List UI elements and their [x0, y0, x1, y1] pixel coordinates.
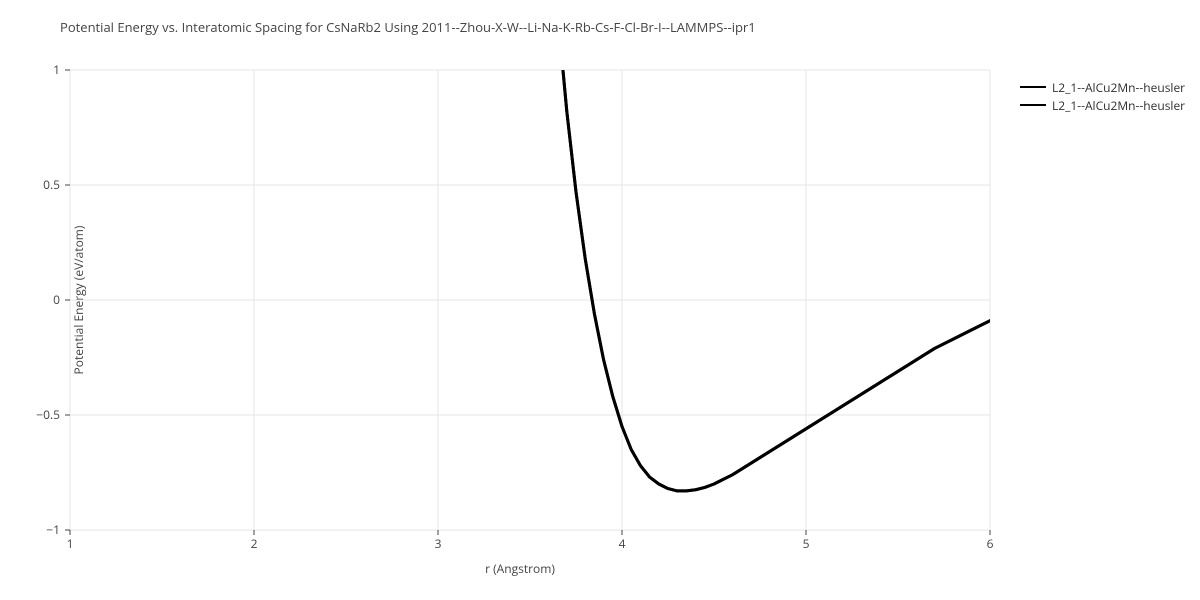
legend-label-1: L2_1--AlCu2Mn--heusler	[1052, 97, 1185, 114]
svg-text:0: 0	[53, 291, 60, 308]
svg-text:2: 2	[251, 535, 258, 552]
svg-text:−0.5: −0.5	[36, 406, 60, 423]
legend-item-0[interactable]: L2_1--AlCu2Mn--heusler	[1020, 78, 1185, 96]
svg-text:6: 6	[987, 535, 994, 552]
svg-text:1: 1	[53, 61, 60, 78]
chart-title: Potential Energy vs. Interatomic Spacing…	[60, 18, 756, 36]
svg-text:−1: −1	[46, 521, 60, 538]
legend-label-0: L2_1--AlCu2Mn--heusler	[1052, 79, 1185, 96]
plot-area[interactable]: 123456−1−0.500.51	[70, 70, 990, 530]
legend-swatch-1	[1020, 104, 1046, 106]
series-0[interactable]	[548, 0, 999, 491]
svg-text:4: 4	[619, 535, 626, 552]
chart-container: Potential Energy vs. Interatomic Spacing…	[0, 0, 1200, 600]
series-1[interactable]	[548, 0, 999, 491]
svg-text:5: 5	[803, 535, 810, 552]
legend-item-1[interactable]: L2_1--AlCu2Mn--heusler	[1020, 96, 1185, 114]
plot-svg: 123456−1−0.500.51	[70, 70, 990, 530]
svg-text:3: 3	[435, 535, 442, 552]
ticks: 1 2 3 4 5 6 −1 −0.5 0 0.5 1	[36, 61, 993, 552]
legend: L2_1--AlCu2Mn--heuslerL2_1--AlCu2Mn--heu…	[1020, 78, 1185, 114]
x-axis-label: r (Angstrom)	[485, 560, 555, 577]
legend-swatch-0	[1020, 86, 1046, 88]
grid	[70, 70, 990, 530]
svg-text:1: 1	[67, 535, 74, 552]
svg-text:0.5: 0.5	[43, 176, 60, 193]
